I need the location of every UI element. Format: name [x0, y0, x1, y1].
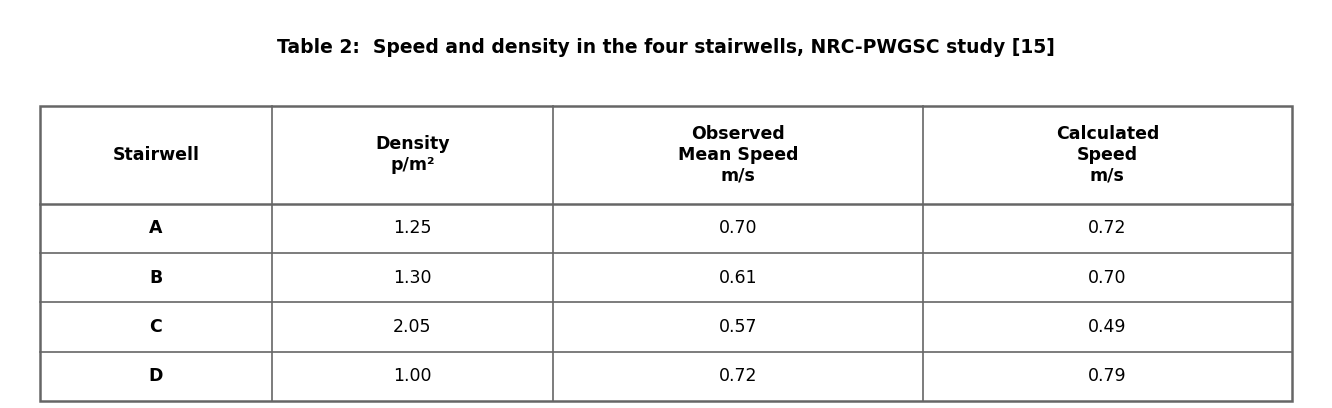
- Text: Density
p/m²: Density p/m²: [376, 135, 450, 174]
- Text: 0.72: 0.72: [719, 367, 758, 385]
- Text: A: A: [149, 219, 163, 237]
- Text: D: D: [149, 367, 163, 385]
- Text: 0.70: 0.70: [1088, 268, 1127, 286]
- Text: Stairwell: Stairwell: [112, 146, 200, 164]
- Text: 1.00: 1.00: [393, 367, 432, 385]
- Text: 0.79: 0.79: [1088, 367, 1127, 385]
- Bar: [40, 106, 1292, 401]
- Text: 0.70: 0.70: [719, 219, 758, 237]
- Text: 1.25: 1.25: [393, 219, 432, 237]
- Text: 1.30: 1.30: [393, 268, 432, 286]
- Text: C: C: [149, 318, 163, 336]
- Text: B: B: [149, 268, 163, 286]
- Text: 0.57: 0.57: [719, 318, 758, 336]
- Text: Table 2:  Speed and density in the four stairwells, NRC-PWGSC study [15]: Table 2: Speed and density in the four s…: [277, 38, 1055, 57]
- Text: 0.72: 0.72: [1088, 219, 1127, 237]
- Text: Calculated
Speed
m/s: Calculated Speed m/s: [1056, 125, 1159, 185]
- Text: 0.61: 0.61: [719, 268, 758, 286]
- Text: 0.49: 0.49: [1088, 318, 1127, 336]
- Text: Observed
Mean Speed
m/s: Observed Mean Speed m/s: [678, 125, 798, 185]
- Text: 2.05: 2.05: [393, 318, 432, 336]
